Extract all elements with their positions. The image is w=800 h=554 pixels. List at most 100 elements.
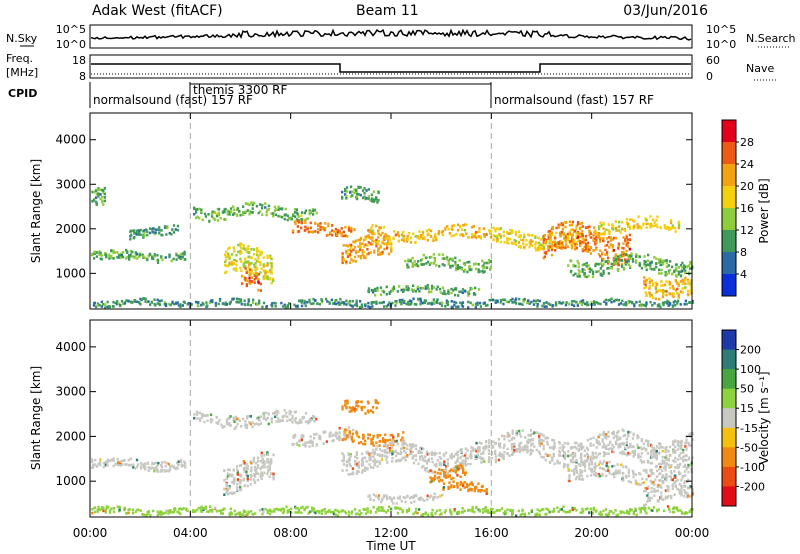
echo-cell	[674, 267, 678, 270]
echo-cell	[345, 463, 348, 467]
echo-cell	[614, 220, 617, 223]
echo-cell	[627, 225, 630, 228]
echo-cell	[575, 231, 578, 235]
echo-cell	[367, 433, 370, 436]
echo-cell	[451, 228, 454, 231]
echo-cell	[507, 242, 510, 245]
echo-cell	[257, 288, 260, 292]
echo-cell	[345, 244, 348, 247]
echo-cell	[430, 261, 433, 265]
echo-cell	[653, 267, 656, 271]
echo-cell	[250, 201, 253, 204]
echo-cell	[270, 510, 274, 513]
echo-cell	[547, 230, 550, 233]
echo-cell	[441, 263, 444, 266]
echo-cell	[629, 444, 632, 448]
echo-cell	[213, 211, 216, 214]
echo-cell	[684, 491, 687, 495]
echo-cell	[549, 239, 552, 242]
echo-cell	[259, 203, 262, 206]
echo-cell	[123, 508, 126, 512]
echo-cell	[661, 295, 665, 299]
echo-cell	[506, 452, 509, 456]
echo-cell	[354, 250, 358, 253]
echo-cell	[684, 286, 687, 289]
echo-cell	[471, 236, 474, 239]
echo-cell	[617, 244, 620, 247]
echo-cell	[625, 443, 628, 447]
echo-cell	[270, 270, 273, 274]
echo-cell	[650, 469, 653, 472]
y-tick-label: 1000	[55, 266, 86, 280]
echo-cell	[240, 251, 243, 254]
echo-cell	[617, 242, 620, 246]
echo-cell	[131, 508, 134, 512]
echo-cell	[430, 255, 433, 259]
echo-cell	[225, 258, 228, 262]
echo-cell	[579, 460, 583, 464]
echo-cell	[102, 461, 106, 465]
echo-cell	[627, 263, 630, 266]
echo-cell	[302, 443, 305, 446]
echo-cell	[262, 417, 265, 420]
echo-cell	[324, 430, 327, 434]
echo-cell	[662, 498, 665, 501]
echo-cell	[256, 267, 259, 270]
echo-cell	[372, 451, 375, 455]
echo-cell	[515, 448, 518, 451]
echo-cell	[589, 437, 592, 441]
echo-cell	[663, 283, 667, 287]
echo-band	[643, 478, 694, 508]
echo-cell	[373, 251, 376, 254]
echo-cell	[433, 452, 436, 455]
echo-cell	[381, 252, 384, 256]
echo-cell	[662, 262, 665, 266]
echo-cell	[549, 303, 552, 306]
echo-cell	[524, 448, 527, 451]
echo-cell	[227, 252, 230, 256]
echo-cell	[622, 247, 625, 250]
echo-cell	[643, 490, 646, 493]
echo-cell	[377, 242, 380, 246]
echo-cell	[650, 293, 653, 297]
echo-cell	[467, 484, 470, 487]
echo-cell	[595, 464, 598, 468]
echo-cell	[272, 214, 275, 218]
echo-cell	[470, 454, 473, 458]
echo-cell	[667, 494, 670, 498]
echo-cell	[518, 429, 521, 433]
echo-cell	[209, 509, 212, 512]
echo-cell	[676, 463, 679, 467]
echo-cell	[371, 305, 374, 308]
echo-cell	[577, 262, 580, 265]
echo-band	[593, 215, 681, 236]
echo-cell	[360, 400, 363, 404]
echo-cell	[242, 478, 245, 482]
echo-cell	[236, 422, 239, 426]
echo-cell	[239, 300, 243, 303]
echo-cell	[637, 225, 640, 228]
echo-cell	[168, 231, 171, 235]
echo-band	[91, 187, 106, 207]
echo-cell	[483, 235, 486, 238]
echo-cell	[398, 298, 401, 302]
echo-cell	[578, 473, 581, 477]
echo-cell	[614, 440, 618, 444]
echo-cell	[241, 417, 245, 421]
echo-cell	[672, 295, 675, 298]
freq-right-label: Nave	[746, 62, 774, 75]
echo-cell	[601, 251, 604, 255]
echo-cell	[425, 450, 428, 454]
echo-cell	[367, 305, 370, 308]
echo-cell	[686, 289, 690, 293]
echo-cell	[607, 452, 610, 455]
echo-cell	[244, 265, 247, 268]
echo-cell	[133, 232, 136, 235]
echo-cell	[242, 247, 245, 250]
echo-cell	[467, 489, 470, 493]
echo-cell	[366, 253, 369, 256]
echo-cell	[407, 288, 410, 291]
echo-cell	[95, 202, 98, 205]
freq-right-tick-bottom: 0	[706, 70, 713, 83]
echo-cell	[277, 214, 280, 218]
